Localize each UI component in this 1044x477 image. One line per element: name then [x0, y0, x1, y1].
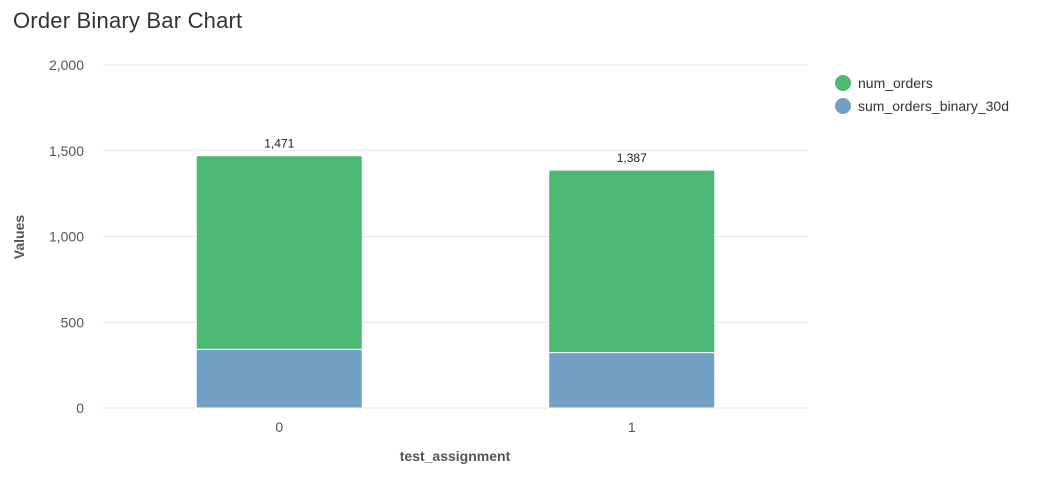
bar-total-label: 1,387 [617, 151, 647, 165]
chart-title: Order Binary Bar Chart [13, 8, 243, 33]
bar-sum_orders_binary_30d-0[interactable] [195, 348, 363, 409]
y-tick-label: 1,500 [49, 143, 84, 159]
legend-label-num_orders[interactable]: num_orders [858, 75, 933, 91]
bar-sum_orders_binary_30d-1[interactable] [548, 352, 716, 409]
bar-num_orders-1[interactable] [548, 169, 716, 354]
y-tick-label: 500 [61, 314, 85, 330]
y-tick-label: 0 [76, 400, 84, 416]
bar-total-label: 1,471 [264, 137, 294, 151]
bar-num_orders-0[interactable] [195, 155, 363, 350]
x-tick-label: 0 [275, 419, 283, 435]
data-labels: 1,471 1,387 [264, 137, 647, 165]
bars [195, 155, 716, 409]
x-axis-title: test_assignment [400, 448, 511, 464]
x-tick-label: 1 [628, 419, 636, 435]
legend-label-sum_orders_binary_30d[interactable]: sum_orders_binary_30d [858, 98, 1009, 114]
legend: num_orders sum_orders_binary_30d [835, 75, 1009, 114]
legend-marker-num_orders[interactable] [835, 75, 851, 91]
y-tick-label: 2,000 [49, 57, 84, 73]
legend-marker-sum_orders_binary_30d[interactable] [835, 98, 851, 114]
y-tick-label: 1,000 [49, 229, 84, 245]
y-axis-ticks: 0 500 1,000 1,500 2,000 [49, 57, 84, 416]
y-axis-title: Values [11, 215, 27, 260]
